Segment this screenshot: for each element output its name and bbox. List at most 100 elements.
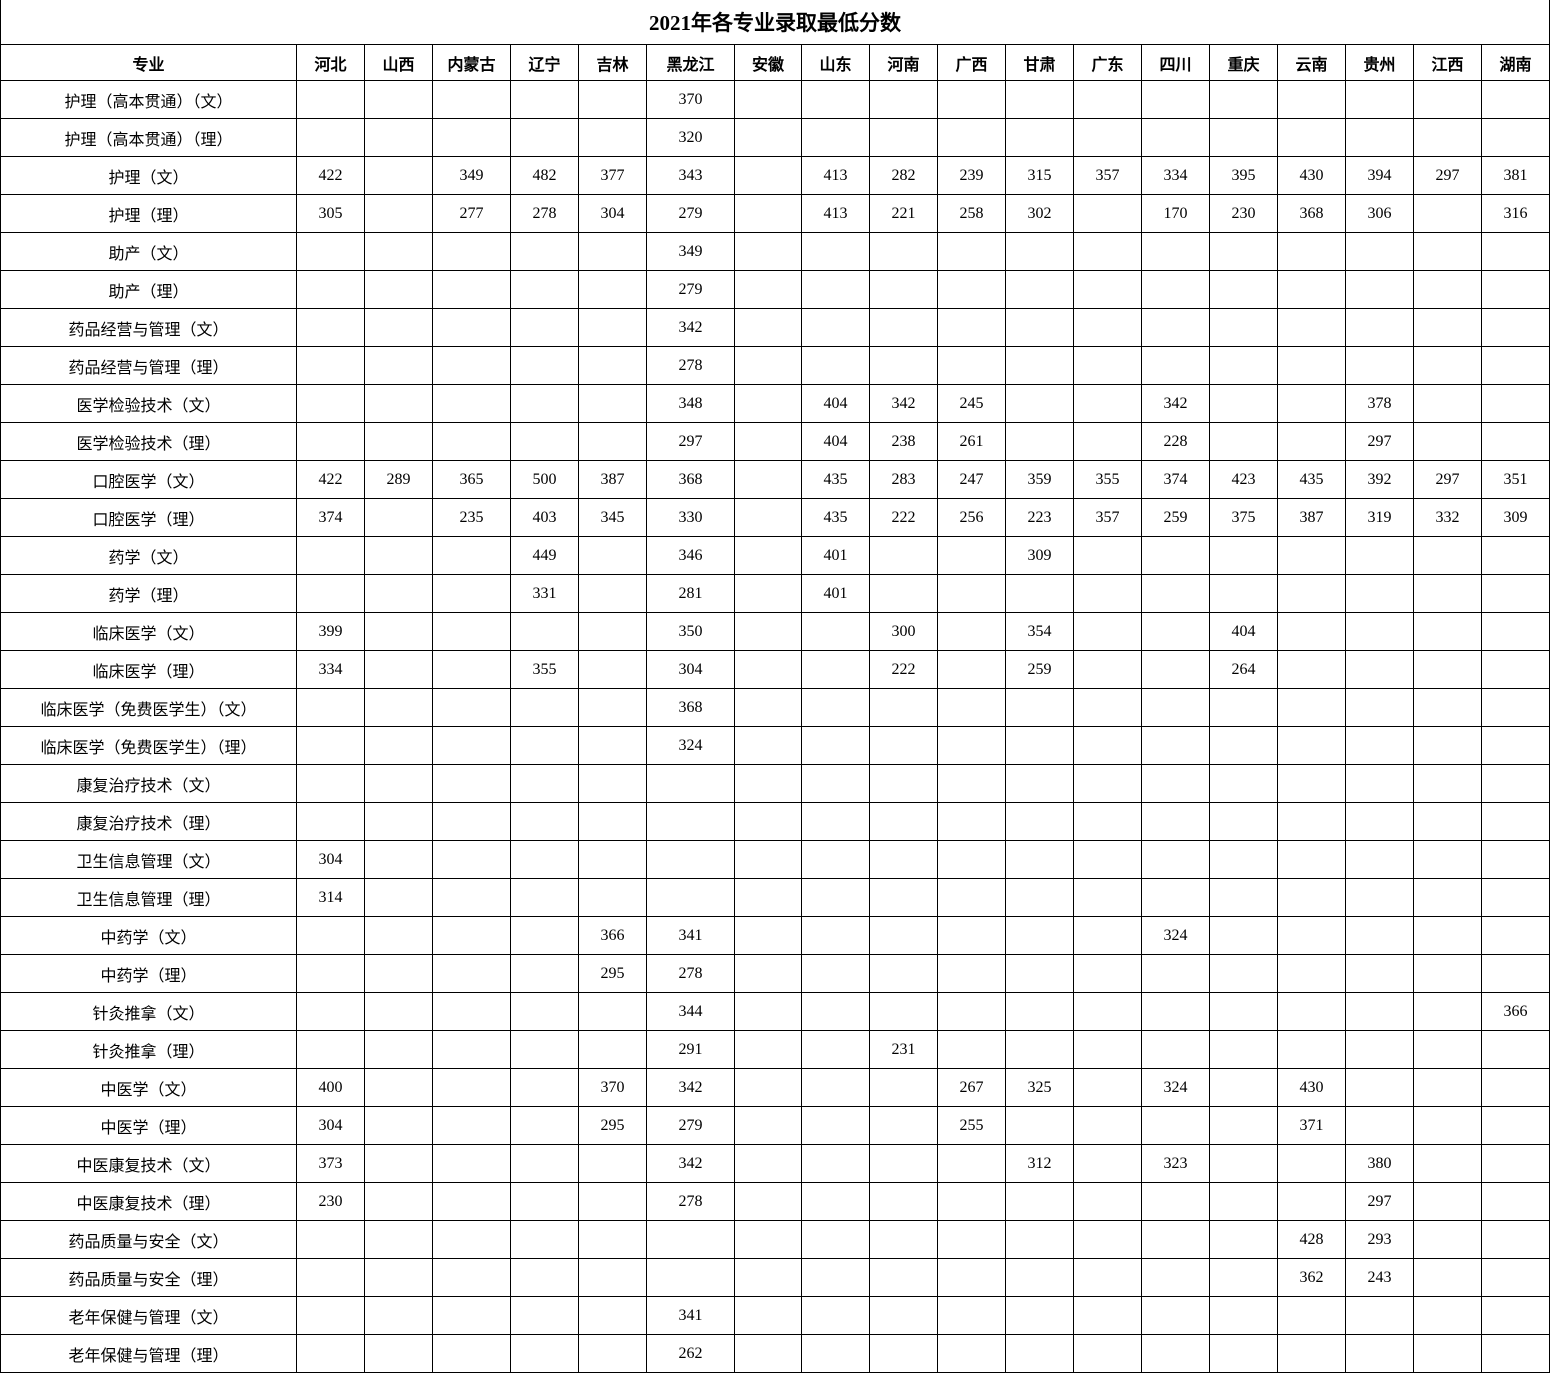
score-cell [734,954,802,993]
score-cell: 304 [646,650,735,689]
score-cell [1413,1334,1482,1373]
score-cell [1005,270,1074,309]
score-cell [1073,612,1142,651]
score-cell [364,1296,433,1335]
score-cell: 435 [801,498,870,537]
score-cell [1005,1182,1074,1221]
score-cell [1413,308,1482,347]
score-cell: 368 [646,460,735,499]
score-cell [432,1068,511,1107]
score-cell [1209,726,1278,765]
score-cell [1005,802,1074,841]
table-row: 药品质量与安全（理） 362 243 [0,1258,1550,1297]
score-cell [937,574,1006,613]
score-cell [1073,878,1142,917]
score-cell [1141,346,1210,385]
score-cell [1209,954,1278,993]
score-cell: 349 [432,156,511,195]
score-cell [1277,536,1346,575]
score-cell [432,802,511,841]
score-cell [432,726,511,765]
score-cell [1413,764,1482,803]
score-cell [1005,954,1074,993]
score-cell [1480,308,1550,347]
score-cell [364,612,433,651]
score-cell [510,346,579,385]
score-cell [1413,878,1482,917]
table-row: 药学（理） 331 281 401 [0,574,1550,613]
score-cell [578,118,647,157]
score-cell [646,1220,735,1259]
score-cell [801,1296,870,1335]
score-cell [1413,688,1482,727]
score-cell: 230 [1209,194,1278,233]
score-cell [1141,726,1210,765]
score-cell [1005,1334,1074,1373]
table-row: 中药学（文） 366 341 324 [0,916,1550,955]
score-cell [1277,232,1346,271]
score-cell: 399 [296,612,365,651]
score-cell [1413,612,1482,651]
table-row: 中药学（理） 295 278 [0,954,1550,993]
score-cell: 309 [1480,498,1550,537]
score-cell [1209,80,1278,119]
score-cell [1480,384,1550,423]
score-cell [1005,840,1074,879]
table-row: 助产（理） 279 [0,270,1550,309]
score-cell [1345,726,1414,765]
score-cell: 255 [937,1106,1006,1145]
score-cell [1141,688,1210,727]
major-name: 护理（高本贯通）（理） [0,118,297,157]
score-cell: 324 [1141,1068,1210,1107]
score-cell [1209,992,1278,1031]
score-cell [1005,726,1074,765]
score-cell [296,118,365,157]
major-name: 临床医学（免费医学生）（理） [0,726,297,765]
major-name: 卫生信息管理（文） [0,840,297,879]
score-cell [1209,384,1278,423]
score-cell [937,118,1006,157]
score-cell [734,1068,802,1107]
score-cell: 435 [801,460,870,499]
score-cell: 413 [801,194,870,233]
score-cell [1277,1334,1346,1373]
score-cell [937,308,1006,347]
score-cell: 316 [1480,194,1550,233]
score-cell [578,764,647,803]
score-cell [1073,1296,1142,1335]
score-cell [364,992,433,1031]
score-cell: 375 [1209,498,1278,537]
score-cell: 381 [1480,156,1550,195]
score-cell: 342 [869,384,938,423]
score-cell [1413,118,1482,157]
score-cell [364,422,433,461]
score-cell [734,498,802,537]
score-cell: 281 [646,574,735,613]
score-cell [734,1144,802,1183]
major-name: 老年保健与管理（理） [0,1334,297,1373]
score-cell: 344 [646,992,735,1031]
major-name: 护理（高本贯通）（文） [0,80,297,119]
score-cell: 362 [1277,1258,1346,1297]
table-row: 康复治疗技术（理） [0,802,1550,841]
score-cell [734,1220,802,1259]
score-cell [734,1106,802,1145]
score-cell [1005,232,1074,271]
score-cell [296,726,365,765]
score-cell: 291 [646,1030,735,1069]
score-cell [1073,992,1142,1031]
score-cell: 277 [432,194,511,233]
score-cell [1480,726,1550,765]
score-cell [1277,270,1346,309]
score-cell [734,1182,802,1221]
score-cell [432,80,511,119]
score-cell [578,422,647,461]
score-cell [1277,726,1346,765]
score-cell [1073,308,1142,347]
score-cell: 332 [1413,498,1482,537]
score-cell: 359 [1005,460,1074,499]
major-name: 口腔医学（文） [0,460,297,499]
score-cell [1480,840,1550,879]
score-cell [937,346,1006,385]
score-cell [432,1334,511,1373]
